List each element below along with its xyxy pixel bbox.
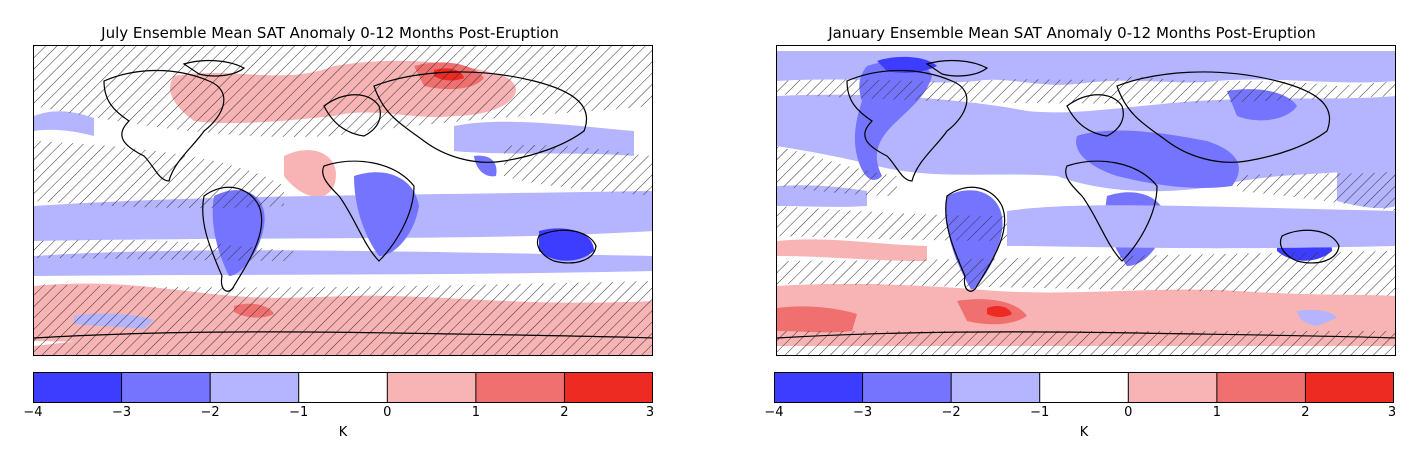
anomaly-region xyxy=(354,172,419,256)
significance-hatching xyxy=(34,239,294,261)
colorbar-tick-label: 0 xyxy=(383,405,392,420)
significance-hatching xyxy=(777,251,1395,296)
colorbar-tick-label: 3 xyxy=(645,405,655,420)
map-panel-january: January Ensemble Mean SAT Anomaly 0-12 M… xyxy=(742,0,1402,457)
colorbar-tick-label: −4 xyxy=(23,405,43,420)
colorbar-bin xyxy=(951,372,1040,403)
colorbar-tick-label: −1 xyxy=(289,405,309,420)
colorbar xyxy=(33,372,653,403)
colorbar-bin xyxy=(298,372,388,403)
coastlines xyxy=(777,59,1395,339)
anomaly-region xyxy=(454,121,634,156)
colorbar-bin xyxy=(210,372,299,403)
significance-hatching xyxy=(504,144,652,196)
significance-hatching xyxy=(777,206,1007,241)
anomaly-region xyxy=(1076,130,1239,188)
map-title: July Ensemble Mean SAT Anomaly 0-12 Mont… xyxy=(101,24,559,42)
anomaly-region xyxy=(1007,205,1395,249)
anomaly-region xyxy=(777,283,1395,346)
colorbar-bin xyxy=(121,372,211,403)
significance-hatching xyxy=(777,146,897,196)
colorbar-tick-label: 1 xyxy=(1212,405,1222,420)
colorbar-tick-label: −1 xyxy=(1030,405,1050,420)
colorbar-bin xyxy=(774,372,863,403)
anomaly-region xyxy=(777,306,857,333)
anomaly-region xyxy=(474,155,497,177)
colorbar-bin xyxy=(387,372,476,403)
colorbar-bin xyxy=(564,372,653,403)
colorbar-bin xyxy=(1128,372,1217,403)
colorbar-tick-label: 2 xyxy=(560,405,569,420)
colorbar-tick-label: 1 xyxy=(471,405,481,420)
map-july xyxy=(33,45,653,356)
colorbar xyxy=(774,372,1394,403)
colorbar-tick-label: −2 xyxy=(200,405,220,420)
colorbar-unit-label: K xyxy=(1079,425,1089,440)
significance-hatching xyxy=(34,46,652,137)
colorbar-bin xyxy=(862,372,952,403)
colorbar-bin xyxy=(1305,372,1394,403)
colorbar-bin xyxy=(33,372,122,403)
colorbar-bin xyxy=(1039,372,1129,403)
colorbar-bin xyxy=(1216,372,1306,403)
anomaly-region xyxy=(1297,309,1337,326)
colorbar-tick-label: −3 xyxy=(853,405,873,420)
colorbar-tick-label: −3 xyxy=(112,405,132,420)
map-title: January Ensemble Mean SAT Anomaly 0-12 M… xyxy=(828,24,1316,42)
significance-hatching xyxy=(34,281,652,355)
colorbar-tick-label: 2 xyxy=(1301,405,1310,420)
colorbar-tick-label: 3 xyxy=(1387,405,1397,420)
colorbar-tick-label: −4 xyxy=(764,405,784,420)
map-panel-july: July Ensemble Mean SAT Anomaly 0-12 Mont… xyxy=(0,0,660,457)
colorbar-tick-label: 0 xyxy=(1124,405,1133,420)
significance-hatching xyxy=(1237,171,1395,211)
colorbar-bin xyxy=(475,372,565,403)
map-january xyxy=(776,45,1396,356)
significance-hatching xyxy=(777,76,1395,104)
colorbar-tick-label: −2 xyxy=(941,405,961,420)
anomaly-region xyxy=(877,56,937,73)
colorbar-unit-label: K xyxy=(338,425,348,440)
coastlines xyxy=(34,59,652,339)
anomaly-region xyxy=(284,150,336,197)
anomaly-region xyxy=(539,228,594,261)
anomaly-region xyxy=(987,306,1012,317)
anomaly-region xyxy=(34,111,94,136)
significance-hatching xyxy=(777,331,1395,355)
anomaly-region xyxy=(777,239,927,261)
